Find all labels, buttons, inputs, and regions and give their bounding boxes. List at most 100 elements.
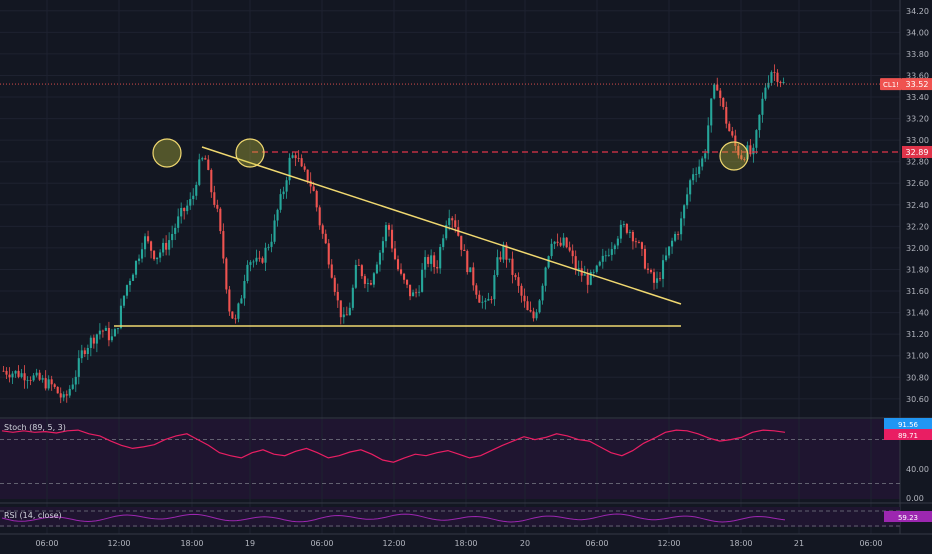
candle-body <box>451 218 454 221</box>
candle-body <box>83 350 86 355</box>
candle-body <box>577 268 580 270</box>
candle-body <box>523 295 526 302</box>
price-tick-label: 33.80 <box>906 50 929 59</box>
candle-body <box>448 218 451 225</box>
price-tick-label: 31.00 <box>906 352 929 361</box>
candle-body <box>559 242 562 246</box>
candle-body <box>104 327 107 331</box>
candle-body <box>538 300 541 313</box>
time-tick-label: 18:00 <box>180 539 203 548</box>
candle-body <box>707 125 710 154</box>
candle-body <box>44 378 47 389</box>
candle-body <box>11 373 14 378</box>
candle-body <box>71 384 74 389</box>
candle-body <box>649 269 653 273</box>
candle-body <box>475 285 478 295</box>
price-tick-label: 31.20 <box>906 330 929 339</box>
candle-body <box>378 252 382 265</box>
time-tick-label: 06:00 <box>310 539 333 548</box>
candle-body <box>646 268 650 270</box>
candle-body <box>514 274 517 278</box>
candle-body <box>737 145 740 156</box>
candle-body <box>381 241 385 253</box>
candle-body <box>469 267 472 273</box>
candle-body <box>177 216 180 228</box>
price-tick-label: 32.20 <box>906 222 929 231</box>
candle-body <box>496 257 499 276</box>
candle-body <box>704 153 707 159</box>
time-tick-label: 18:00 <box>454 539 477 548</box>
candle-body <box>98 330 101 335</box>
candle-body <box>363 276 366 284</box>
candle-body <box>544 267 547 286</box>
time-tick-label: 12:00 <box>107 539 130 548</box>
candle-body <box>116 328 119 330</box>
candle-body <box>598 261 601 266</box>
candle-body <box>454 220 457 228</box>
candle-body <box>168 240 171 250</box>
candle-body <box>59 393 62 398</box>
candle-body <box>17 370 20 377</box>
price-tick-label: 33.60 <box>906 71 929 80</box>
candle-body <box>571 250 574 257</box>
candle-body <box>143 236 147 250</box>
candle-body <box>234 318 237 320</box>
candle-body <box>29 379 32 381</box>
candle-body <box>360 265 363 277</box>
candle-body <box>755 130 758 148</box>
level-badge: 32.89 <box>902 145 932 158</box>
price-tick-label: 31.60 <box>906 287 929 296</box>
time-tick-label: 06:00 <box>35 539 58 548</box>
candle-body <box>68 388 71 396</box>
candle-body <box>535 312 538 319</box>
candle-body <box>396 259 400 270</box>
candle-body <box>165 242 168 250</box>
candle-body <box>421 269 424 292</box>
candle-body <box>553 241 556 244</box>
candle-body <box>466 250 469 273</box>
candle-body <box>285 180 288 192</box>
price-tick-label: 34.20 <box>906 7 929 16</box>
highlight-circle <box>235 138 265 168</box>
candle-body <box>210 169 213 193</box>
rsi-line <box>1 513 786 523</box>
candle-body <box>412 292 415 297</box>
candle-body <box>773 72 776 73</box>
candle-body <box>701 158 704 167</box>
candle-body <box>345 314 348 316</box>
candle-body <box>484 300 487 302</box>
candle-body <box>631 231 634 242</box>
price-tick-label: 30.60 <box>906 395 929 404</box>
candle-body <box>312 186 315 191</box>
candle-body <box>267 246 270 248</box>
candle-body <box>264 247 267 263</box>
candle-body <box>384 225 388 242</box>
candle-body <box>249 262 252 265</box>
candle-body <box>354 264 357 288</box>
candle-body <box>122 295 126 306</box>
candle-body <box>716 84 719 91</box>
candle-body <box>402 273 406 280</box>
candle-body <box>282 191 285 195</box>
candle-body <box>174 227 177 234</box>
candle-body <box>192 195 195 200</box>
candle-body <box>20 373 23 377</box>
candle-body <box>710 98 713 126</box>
stoch-title: Stoch (89, 5, 3) <box>4 423 66 432</box>
candle-body <box>613 245 616 250</box>
rsi-title: RSI (14, close) <box>4 511 62 520</box>
price-tick-label: 31.80 <box>906 265 929 274</box>
candle-body <box>327 243 330 265</box>
candle-body <box>297 158 300 159</box>
candle-body <box>562 237 565 246</box>
candle-body <box>520 285 523 296</box>
candle-body <box>80 350 83 359</box>
candle-body <box>728 123 731 132</box>
candle-body <box>761 98 764 115</box>
stoch-k-badge <box>884 429 932 440</box>
candle-body <box>393 248 397 260</box>
candle-body <box>375 264 378 274</box>
candle-body <box>330 264 333 278</box>
candle-body <box>41 378 44 380</box>
